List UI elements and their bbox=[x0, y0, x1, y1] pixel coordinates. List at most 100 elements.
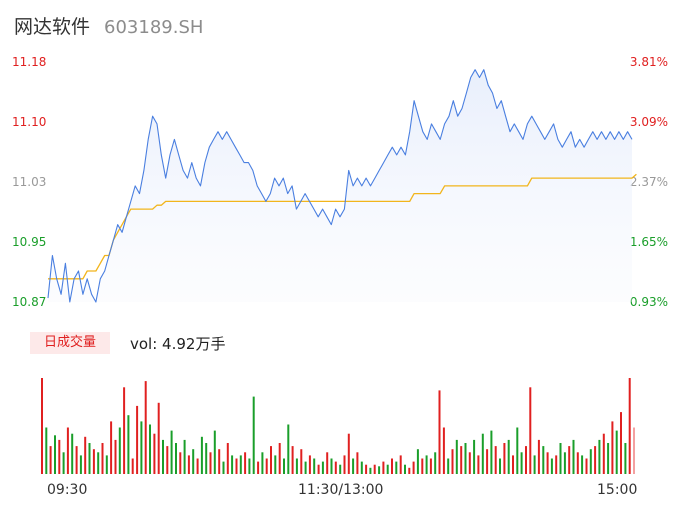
volume-bar bbox=[62, 452, 65, 474]
volume-bar bbox=[347, 433, 350, 474]
volume-bar bbox=[209, 452, 212, 474]
volume-bar bbox=[213, 430, 216, 474]
volume-bar bbox=[464, 443, 467, 474]
price-area bbox=[48, 69, 632, 302]
volume-bar bbox=[84, 436, 87, 474]
volume-bar bbox=[170, 430, 173, 474]
volume-bar bbox=[499, 458, 501, 474]
price-tick-4: 10.95 bbox=[12, 235, 47, 249]
volume-bar bbox=[611, 421, 614, 474]
volume-bar bbox=[481, 433, 484, 474]
volume-bar bbox=[313, 458, 316, 474]
volume-bar bbox=[88, 443, 91, 474]
volume-bar bbox=[568, 446, 571, 474]
volume-bar bbox=[494, 446, 497, 474]
price-tick-2: 11.10 bbox=[12, 115, 47, 129]
volume-bar bbox=[97, 452, 100, 474]
volume-bar bbox=[153, 433, 156, 474]
volume-bar bbox=[118, 427, 121, 474]
volume-bar bbox=[425, 455, 428, 474]
volume-bar bbox=[244, 452, 247, 474]
volume-bar bbox=[330, 458, 333, 474]
volume-bar bbox=[157, 402, 160, 474]
volume-bar bbox=[183, 439, 186, 474]
volume-bar bbox=[594, 446, 597, 474]
volume-bar bbox=[602, 433, 605, 474]
volume-bar bbox=[447, 458, 450, 474]
price-line bbox=[47, 69, 633, 303]
volume-tab[interactable]: 日成交量 bbox=[30, 332, 110, 354]
price-tick-5: 10.87 bbox=[12, 295, 47, 309]
volume-bar bbox=[537, 439, 540, 474]
volume-bar bbox=[615, 430, 618, 474]
volume-bar bbox=[144, 381, 147, 474]
volume-bar bbox=[589, 449, 592, 474]
volume-bar bbox=[546, 452, 549, 474]
volume-bar bbox=[308, 455, 311, 474]
volume-bar bbox=[123, 387, 126, 474]
volume-bar bbox=[378, 466, 381, 474]
volume-bar bbox=[162, 439, 164, 474]
volume-bar bbox=[326, 452, 329, 474]
volume-bar bbox=[633, 427, 635, 474]
volume-bar bbox=[66, 427, 69, 474]
volume-bar bbox=[261, 452, 264, 474]
volume-bar bbox=[101, 443, 104, 474]
price-tick-1: 11.18 bbox=[12, 55, 47, 69]
volume-bar bbox=[365, 464, 368, 474]
volume-bar bbox=[291, 446, 294, 474]
pct-tick-4: 1.65% bbox=[629, 235, 668, 249]
volume-bar bbox=[356, 452, 359, 474]
volume-bar bbox=[54, 435, 56, 474]
volume-bar bbox=[550, 458, 553, 474]
volume-bar bbox=[321, 461, 324, 474]
volume-bar bbox=[520, 452, 523, 474]
volume-bar bbox=[382, 461, 385, 474]
volume-bar bbox=[75, 446, 78, 474]
volume-bar bbox=[486, 449, 489, 474]
volume-bar bbox=[512, 455, 514, 474]
volume-bar bbox=[628, 378, 631, 474]
volume-bar bbox=[555, 455, 558, 474]
volume-bar bbox=[442, 427, 445, 474]
pct-tick-2: 3.09% bbox=[629, 115, 668, 129]
volume-bar bbox=[49, 446, 52, 474]
stock-title: 网达软件 603189.SH bbox=[14, 12, 203, 40]
volume-bar bbox=[360, 461, 363, 474]
volume-bar bbox=[187, 455, 190, 474]
volume-bar bbox=[503, 443, 506, 474]
volume-bar bbox=[166, 446, 169, 474]
volume-bar bbox=[434, 452, 437, 474]
price-tick-3: 11.03 bbox=[12, 175, 47, 189]
avg-price-line bbox=[48, 173, 637, 280]
volume-bar bbox=[196, 458, 199, 474]
volume-bar bbox=[607, 443, 610, 474]
volume-bar bbox=[395, 461, 398, 474]
volume-bar bbox=[620, 412, 622, 474]
volume-bar bbox=[598, 439, 601, 474]
volume-bar bbox=[399, 455, 402, 474]
volume-bar bbox=[58, 439, 61, 474]
volume-bar bbox=[300, 449, 303, 474]
pct-tick-5: 0.93% bbox=[629, 295, 668, 309]
volume-bar bbox=[421, 458, 424, 474]
volume-bar bbox=[200, 436, 203, 474]
volume-bar bbox=[317, 464, 320, 474]
volume-bar bbox=[131, 458, 134, 474]
volume-bar bbox=[278, 443, 281, 474]
volume-bar bbox=[222, 461, 225, 474]
volume-bar bbox=[525, 446, 527, 474]
pct-tick-1: 3.81% bbox=[629, 55, 668, 69]
volume-bar bbox=[304, 461, 307, 474]
volume-bar bbox=[92, 449, 95, 474]
volume-bar bbox=[252, 396, 255, 474]
volume-bar bbox=[205, 443, 208, 474]
volume-bar bbox=[451, 449, 454, 474]
volume-bar bbox=[71, 433, 74, 474]
volume-bar bbox=[45, 427, 48, 474]
volume-bar bbox=[295, 458, 298, 474]
volume-bar bbox=[438, 390, 441, 474]
volume-bar bbox=[149, 424, 151, 474]
volume-bar bbox=[114, 439, 117, 474]
